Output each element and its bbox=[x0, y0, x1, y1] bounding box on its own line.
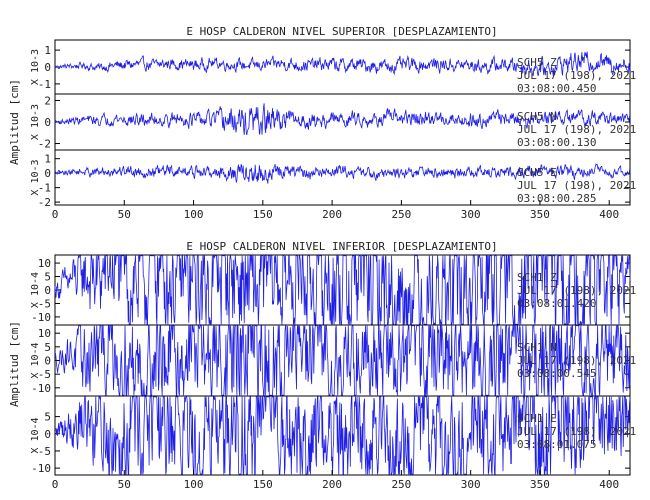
y-tick-label: -1 bbox=[38, 78, 51, 91]
y-tick-label: 5 bbox=[44, 271, 51, 284]
x-tick-label: 350 bbox=[530, 208, 550, 221]
y-scale-label: X 10-3 bbox=[30, 49, 41, 85]
station-info-line: SCH1 N bbox=[517, 341, 557, 354]
x-tick-label: 300 bbox=[461, 208, 481, 221]
y-tick-label: 5 bbox=[44, 411, 51, 424]
waveform-line bbox=[54, 163, 631, 184]
x-tick-label: 200 bbox=[322, 478, 342, 491]
station-info-line: JUL 17 (198), 2021 bbox=[517, 284, 636, 297]
station-info-line: JUL 17 (198), 2021 bbox=[517, 179, 636, 192]
x-tick-label: 400 bbox=[599, 478, 619, 491]
y-tick-label: 0 bbox=[44, 116, 51, 129]
x-tick-label: 100 bbox=[184, 208, 204, 221]
y-tick-label: -1 bbox=[38, 182, 51, 195]
x-tick-label: 50 bbox=[118, 478, 131, 491]
y-tick-label: 10 bbox=[38, 257, 51, 270]
x-tick-label: 250 bbox=[391, 478, 411, 491]
y-tick-label: -10 bbox=[31, 462, 51, 475]
station-info-line: 03:08:00.130 bbox=[517, 136, 596, 149]
x-tick-label: 150 bbox=[253, 208, 273, 221]
station-info-line: SCH5 N bbox=[517, 110, 557, 123]
waveform-line bbox=[54, 395, 631, 476]
station-info-line: 03:08:01.420 bbox=[517, 297, 596, 310]
station-info-line: JUL 17 (198), 2021 bbox=[517, 69, 636, 82]
y-tick-label: -5 bbox=[38, 297, 51, 310]
x-tick-label: 150 bbox=[253, 478, 273, 491]
x-tick-label: 250 bbox=[391, 208, 411, 221]
y-tick-label: -2 bbox=[38, 196, 51, 209]
y-tick-label: 2 bbox=[44, 94, 51, 107]
station-info-line: SCH5 E bbox=[517, 166, 557, 179]
station-info-line: 03:08:00.450 bbox=[517, 82, 596, 95]
station-info-line: 03:08:00.545 bbox=[517, 367, 596, 380]
station-info-line: JUL 17 (198), 2021 bbox=[517, 123, 636, 136]
y-axis-label: Amplitud [cm] bbox=[8, 79, 21, 165]
waveform-line bbox=[54, 254, 631, 326]
station-info-line: SCH1 Z bbox=[517, 271, 557, 284]
chart-title: E HOSP CALDERON NIVEL INFERIOR [DESPLAZA… bbox=[186, 240, 497, 253]
y-tick-label: -2 bbox=[38, 138, 51, 151]
y-tick-label: 0 bbox=[44, 428, 51, 441]
y-scale-label: X 10-4 bbox=[30, 417, 41, 453]
y-tick-label: 0 bbox=[44, 167, 51, 180]
y-scale-label: X 10-4 bbox=[30, 272, 41, 308]
x-tick-label: 300 bbox=[461, 478, 481, 491]
waveform-line bbox=[54, 51, 631, 77]
station-info-line: JUL 17 (198), 2021 bbox=[517, 425, 636, 438]
y-tick-label: -10 bbox=[31, 311, 51, 324]
y-tick-label: 1 bbox=[44, 153, 51, 166]
y-tick-label: 0 bbox=[44, 355, 51, 368]
y-tick-label: 1 bbox=[44, 44, 51, 57]
x-tick-label: 50 bbox=[118, 208, 131, 221]
x-tick-label: 200 bbox=[322, 208, 342, 221]
x-tick-label: 0 bbox=[52, 478, 59, 491]
station-info-line: SCH5 Z bbox=[517, 56, 557, 69]
y-scale-label: X 10-4 bbox=[30, 342, 41, 378]
y-axis-label: Amplitud [cm] bbox=[8, 321, 21, 407]
y-tick-label: 0 bbox=[44, 284, 51, 297]
station-info-line: 03:08:00.285 bbox=[517, 192, 596, 205]
station-info-line: SCH1 E bbox=[517, 412, 557, 425]
panel-frame bbox=[54, 149, 631, 206]
y-tick-label: -5 bbox=[38, 445, 51, 458]
station-info-line: 03:08:01.075 bbox=[517, 438, 596, 451]
y-tick-label: 10 bbox=[38, 327, 51, 340]
chart-lower-level: E HOSP CALDERON NIVEL INFERIOR [DESPLAZA… bbox=[8, 240, 636, 491]
chart-title: E HOSP CALDERON NIVEL SUPERIOR [DESPLAZA… bbox=[186, 25, 497, 38]
station-info-line: JUL 17 (198), 2021 bbox=[517, 354, 636, 367]
x-tick-label: 350 bbox=[530, 478, 550, 491]
panel-frame bbox=[54, 395, 631, 476]
y-tick-label: 5 bbox=[44, 341, 51, 354]
x-tick-label: 400 bbox=[599, 208, 619, 221]
x-tick-label: 0 bbox=[52, 208, 59, 221]
x-tick-label: 100 bbox=[184, 478, 204, 491]
waveform-line bbox=[54, 103, 631, 136]
y-scale-label: X 10-3 bbox=[30, 104, 41, 140]
waveform-line bbox=[54, 324, 631, 397]
y-tick-label: 0 bbox=[44, 61, 51, 74]
y-tick-label: -5 bbox=[38, 368, 51, 381]
chart-upper-level: E HOSP CALDERON NIVEL SUPERIOR [DESPLAZA… bbox=[8, 25, 636, 221]
y-tick-label: -10 bbox=[31, 382, 51, 395]
y-scale-label: X 10-3 bbox=[30, 159, 41, 195]
